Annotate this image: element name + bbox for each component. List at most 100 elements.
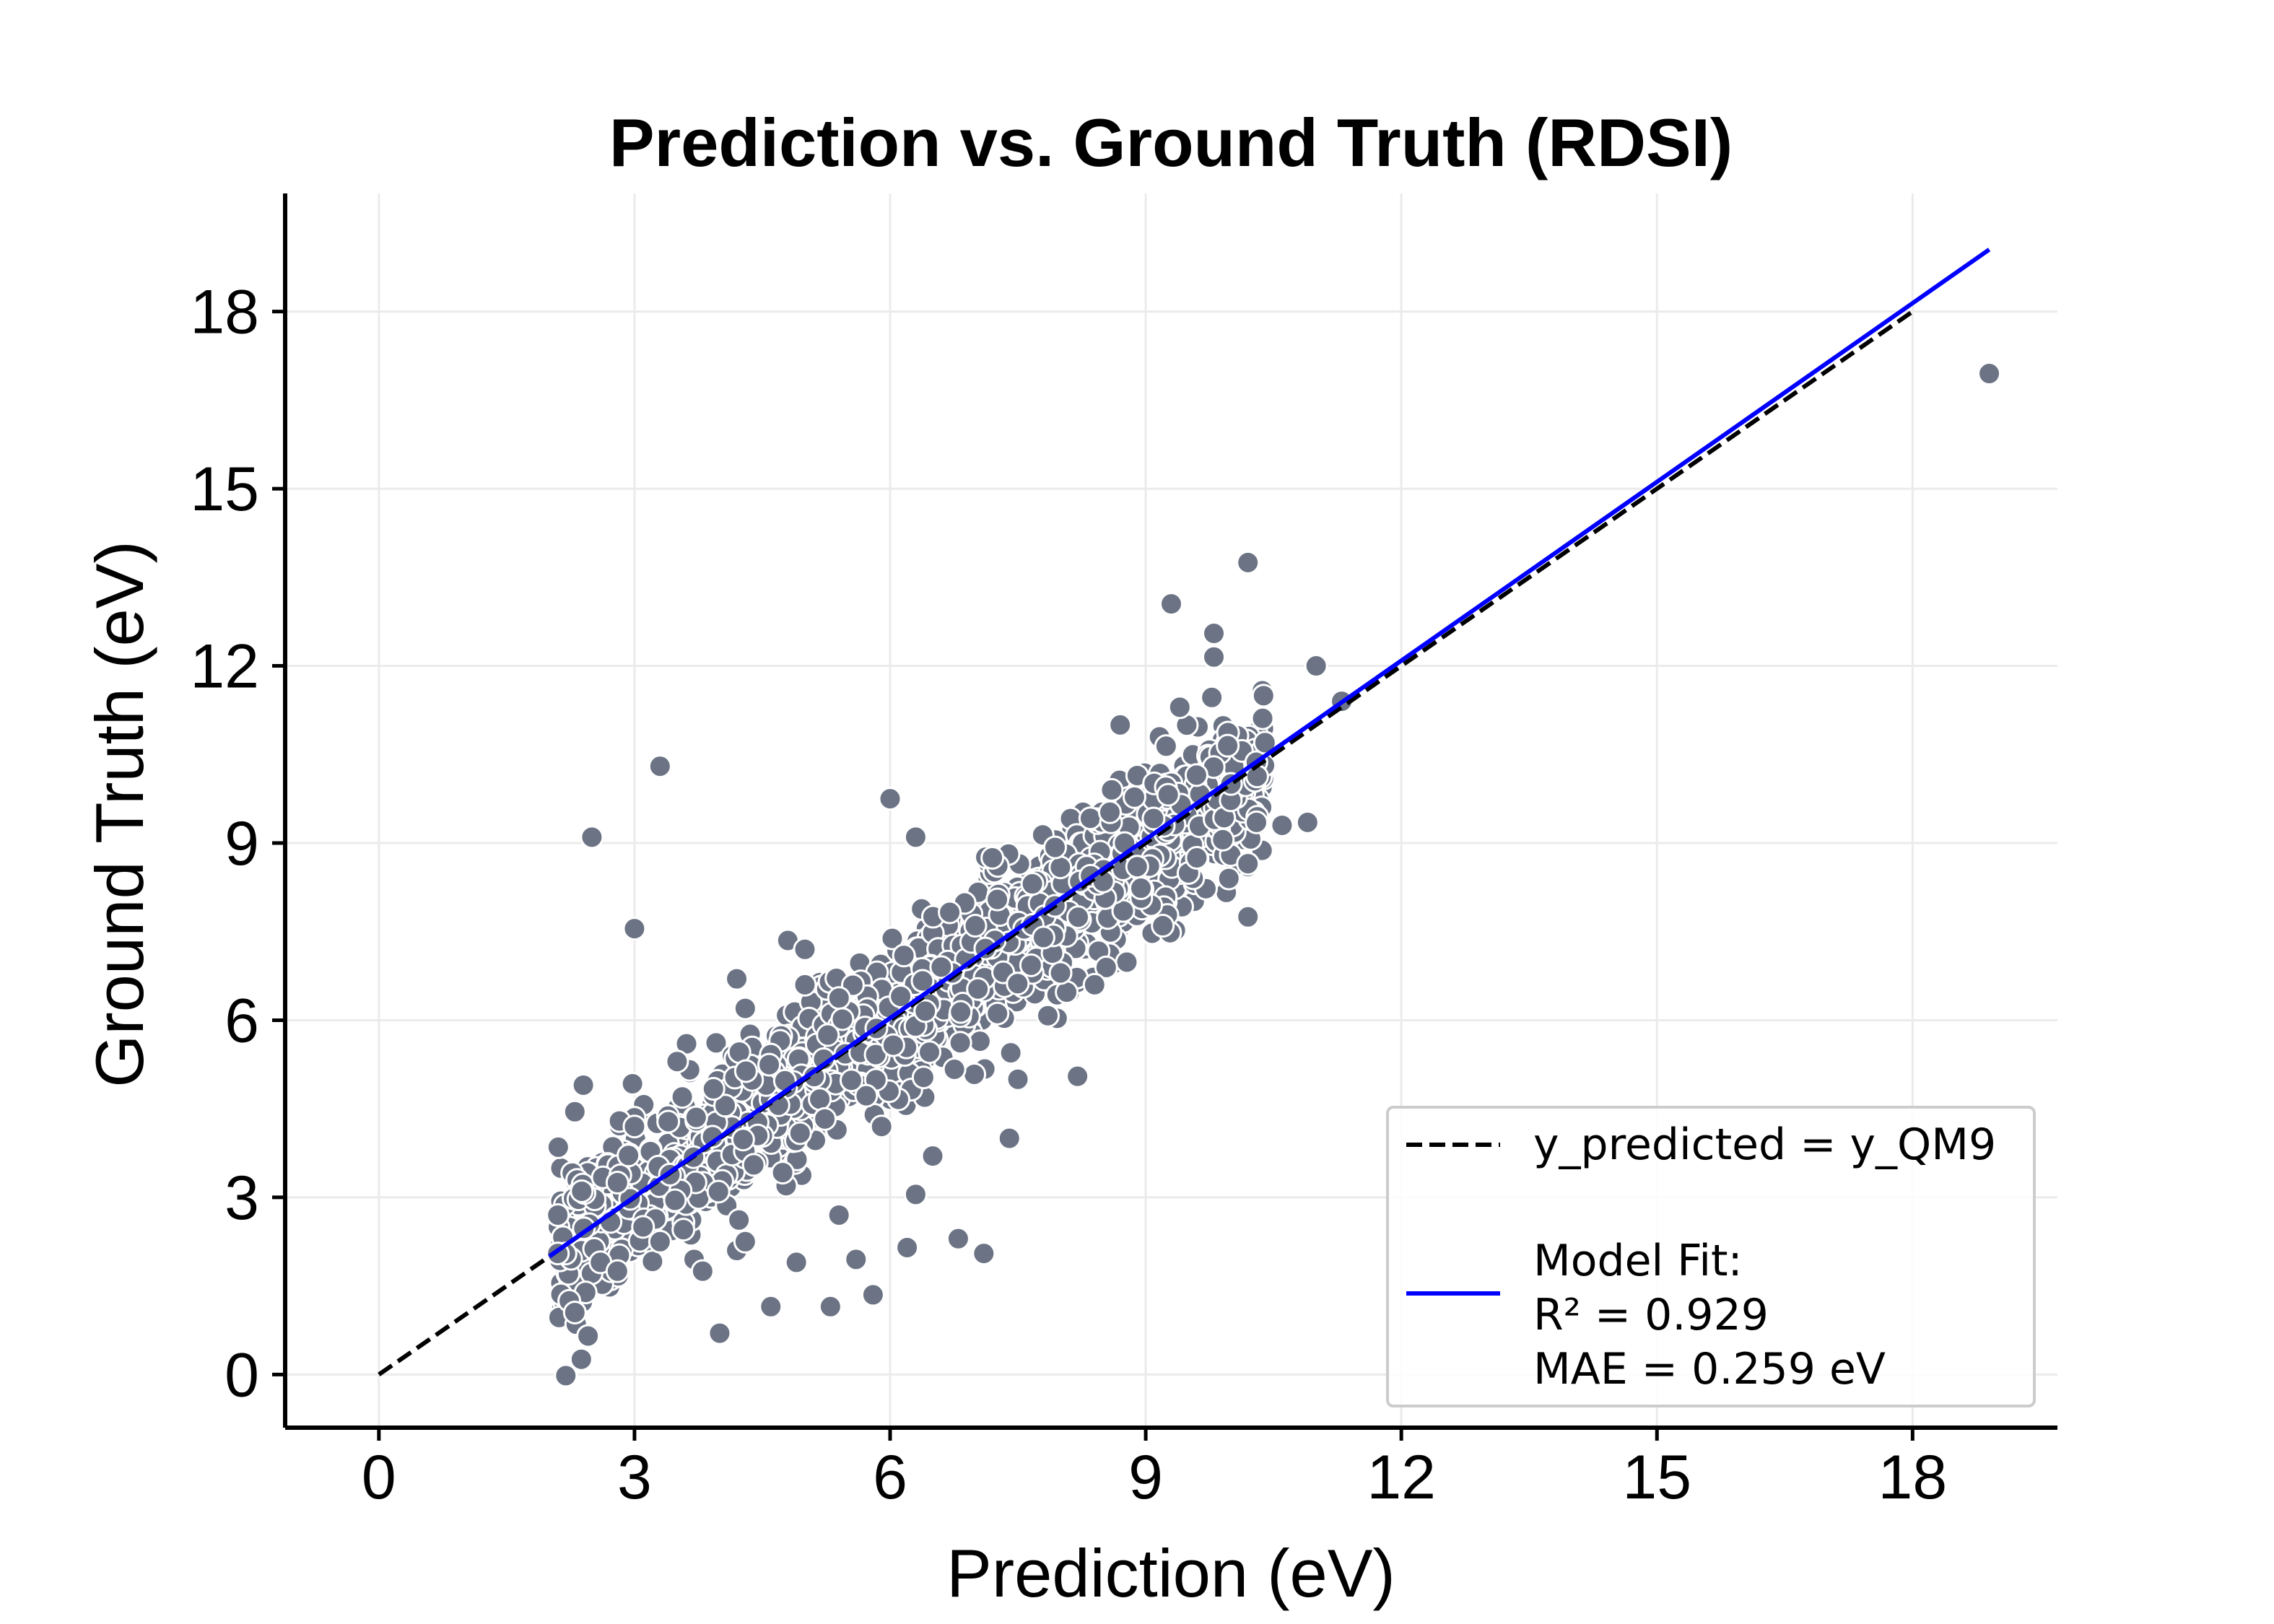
scatter-point	[725, 966, 749, 991]
scatter-point	[895, 1235, 920, 1260]
scatter-point	[546, 1202, 570, 1227]
legend: y_predicted = y_QM9 Model Fit: R² = 0.92…	[1386, 1106, 2036, 1407]
scatter-point	[648, 754, 672, 779]
scatter-point	[793, 972, 817, 997]
scatter-point	[918, 1040, 942, 1065]
scatter-point	[1111, 899, 1136, 923]
scatter-point	[1036, 1003, 1060, 1028]
scatter-point	[948, 1031, 972, 1055]
scatter-point	[622, 917, 647, 941]
x-tick-label: 3	[617, 1443, 652, 1512]
scatter-point	[656, 1109, 681, 1134]
legend-box	[1386, 1106, 2036, 1407]
scatter-point	[1251, 684, 1276, 708]
scatter-point	[759, 1294, 783, 1319]
scatter-point	[1094, 955, 1118, 979]
scatter-point	[830, 1007, 855, 1031]
scatter-point	[576, 1324, 601, 1348]
scatter-point	[704, 1031, 728, 1055]
scatter-point	[1125, 855, 1149, 879]
scatter-point	[985, 1001, 1010, 1026]
scatter-point	[972, 1241, 996, 1266]
scatter-point	[733, 1229, 757, 1254]
scatter-point	[966, 977, 990, 1001]
scatter-point	[946, 1226, 970, 1251]
scatter-point	[818, 1294, 842, 1319]
scatter-point	[690, 1259, 715, 1283]
scatter-point	[648, 1229, 672, 1254]
scatter-point	[1250, 706, 1275, 730]
scatter-point	[620, 1072, 645, 1096]
x-tick-label: 6	[873, 1443, 907, 1512]
legend-identity-label: y_predicted = y_QM9	[1533, 1119, 1996, 1170]
scatter-point	[670, 1085, 694, 1109]
scatter-point	[1115, 950, 1139, 974]
scatter-point	[701, 1077, 726, 1101]
scatter-point	[997, 1126, 1021, 1151]
scatter-point	[962, 1062, 987, 1086]
scatter-point	[788, 1121, 812, 1145]
x-tick-label: 15	[1622, 1443, 1691, 1512]
scatter-point	[1141, 806, 1166, 831]
scatter-point	[741, 1153, 766, 1177]
scatter-point	[903, 825, 928, 850]
scatter-point	[1006, 972, 1030, 996]
scatter-point	[1043, 835, 1068, 860]
scatter-point	[1048, 961, 1073, 985]
scatter-point	[631, 1215, 655, 1239]
scatter-point	[889, 985, 913, 1009]
x-tick-label: 18	[1878, 1443, 1948, 1512]
scatter-point	[910, 969, 935, 993]
scatter-point	[839, 1068, 863, 1093]
scatter-point	[1078, 806, 1102, 831]
scatter-point	[546, 1135, 570, 1159]
scatter-point	[816, 1023, 840, 1047]
grid-lines	[285, 193, 2057, 1428]
scatter-point	[1270, 813, 1294, 837]
scatter-point	[929, 955, 954, 979]
scatter-point	[1202, 645, 1227, 669]
scatter-point	[913, 999, 938, 1023]
scatter-point	[1128, 876, 1153, 901]
scatter-point	[731, 1127, 755, 1152]
scatter-point	[580, 825, 604, 850]
scatter-point	[640, 1249, 665, 1274]
scatter-point	[827, 1202, 851, 1227]
scatter-point	[1006, 1067, 1030, 1091]
scatter-point	[770, 1161, 795, 1185]
legend-fit-mae: MAE = 0.259 eV	[1533, 1344, 1886, 1394]
scatter-point	[808, 1087, 832, 1112]
y-axis-label: Ground Truth (eV)	[82, 541, 157, 1088]
scatter-point	[1202, 621, 1227, 646]
scatter-point	[733, 996, 757, 1021]
scatter-point	[1977, 362, 2002, 386]
scatter-point	[869, 1114, 894, 1139]
scatter-point	[793, 937, 817, 961]
scatter-point	[1097, 800, 1122, 824]
scatter-point	[554, 1363, 578, 1388]
scatter-point	[1304, 654, 1328, 678]
scatter-point	[1019, 953, 1043, 977]
legend-fit-title: Model Fit:	[1533, 1236, 1743, 1286]
x-tick-label: 12	[1367, 1443, 1436, 1512]
x-tick-label: 0	[362, 1443, 396, 1512]
y-tick-label: 12	[190, 632, 259, 702]
scatter-point	[784, 1250, 809, 1275]
scatter-point	[1236, 852, 1260, 876]
scatter-point	[903, 1182, 928, 1207]
scatter-point	[1156, 782, 1180, 807]
y-tick-label: 15	[190, 455, 259, 524]
scatter-point	[671, 1218, 696, 1242]
scatter-point	[878, 787, 902, 811]
scatter-point	[1236, 550, 1260, 575]
scatter-point	[963, 914, 988, 938]
scatter-point	[605, 1259, 630, 1283]
scatter-point	[665, 1049, 689, 1074]
scatter-point	[562, 1300, 587, 1324]
scatter-point	[1159, 592, 1183, 616]
scatter-point	[1184, 763, 1208, 787]
scatter-point	[985, 887, 1010, 912]
scatter-point	[911, 1065, 936, 1090]
scatter-point	[1245, 810, 1269, 834]
